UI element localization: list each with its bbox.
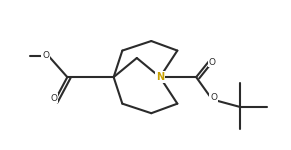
Text: O: O: [42, 51, 49, 60]
Text: O: O: [51, 94, 58, 103]
Text: O: O: [209, 58, 216, 67]
Text: N: N: [156, 72, 164, 82]
Text: O: O: [210, 93, 217, 102]
